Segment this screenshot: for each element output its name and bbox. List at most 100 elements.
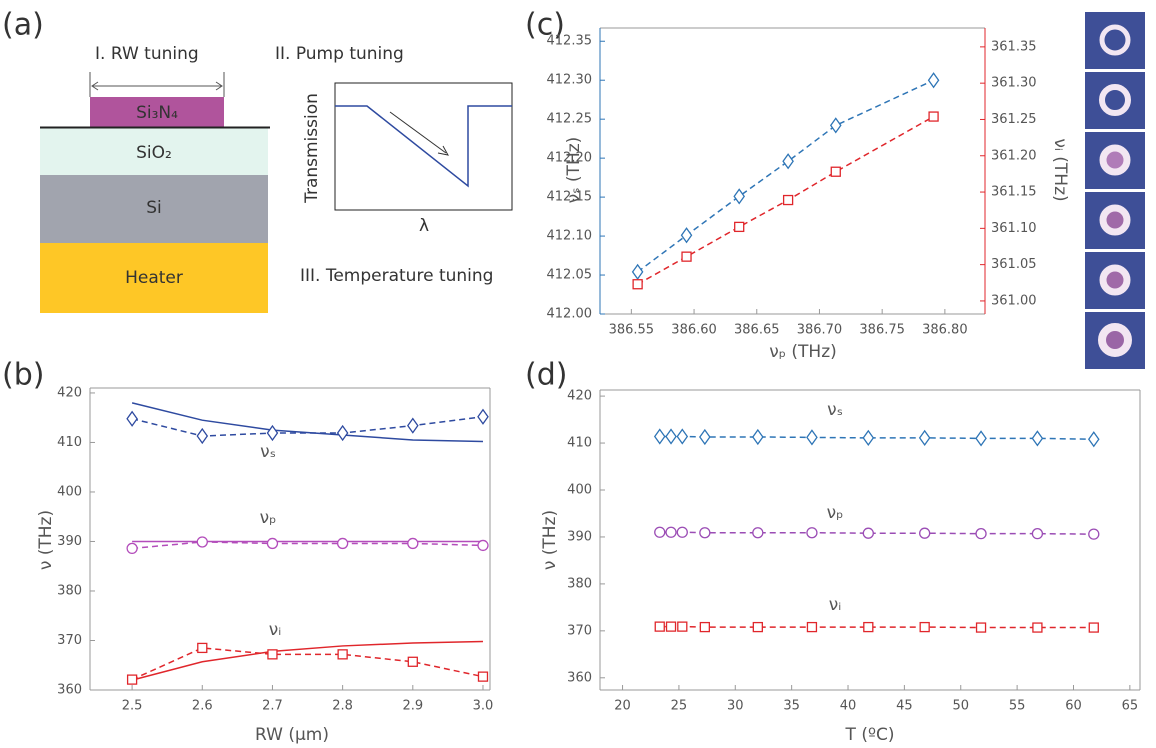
micrograph bbox=[1085, 12, 1145, 69]
layer bbox=[40, 175, 268, 243]
series-line bbox=[659, 435, 1094, 441]
x-tick-label: 2.8 bbox=[332, 699, 353, 714]
micrographs bbox=[1085, 12, 1145, 369]
y2-tick-label: 361.05 bbox=[991, 257, 1037, 272]
y-tick-label: 380 bbox=[567, 576, 592, 591]
marker bbox=[782, 194, 794, 206]
panel-label: (c) bbox=[525, 8, 565, 43]
marker bbox=[806, 429, 818, 446]
marker bbox=[680, 227, 693, 244]
layer-label: Heater bbox=[125, 268, 183, 288]
marker bbox=[336, 537, 349, 550]
marker bbox=[1031, 528, 1044, 540]
annotation: νₚ bbox=[260, 508, 277, 528]
arrow-head bbox=[437, 145, 449, 156]
marker bbox=[928, 111, 939, 122]
marker bbox=[336, 424, 349, 442]
annotation: νₛ bbox=[827, 400, 843, 420]
series-line bbox=[131, 647, 484, 681]
micrograph bbox=[1085, 72, 1145, 129]
y2-tick-label: 361.20 bbox=[991, 148, 1037, 163]
panel-label: (a) bbox=[2, 8, 44, 43]
y-tick-label: 390 bbox=[57, 534, 82, 549]
ring bbox=[1099, 264, 1131, 296]
x-tick-label: 386.55 bbox=[609, 323, 655, 338]
panel-label: (d) bbox=[525, 358, 567, 393]
panel-label: (b) bbox=[2, 358, 44, 393]
marker bbox=[654, 526, 666, 538]
x-tick-label: 20 bbox=[614, 699, 631, 714]
marker bbox=[266, 537, 279, 550]
marker bbox=[654, 621, 665, 632]
x-tick-label: 60 bbox=[1065, 699, 1082, 714]
y-tick-label: 412.25 bbox=[547, 112, 593, 127]
marker bbox=[806, 621, 818, 633]
x-tick-label: 2.6 bbox=[192, 699, 213, 714]
marker bbox=[266, 424, 279, 442]
annotation: νᵢ bbox=[829, 595, 842, 615]
marker bbox=[665, 621, 677, 632]
x-tick-label: 50 bbox=[952, 699, 969, 714]
x-tick-label: 2.7 bbox=[262, 699, 283, 714]
arrow bbox=[389, 111, 447, 154]
marker bbox=[752, 527, 764, 539]
marker bbox=[676, 428, 689, 445]
y-tick-label: 370 bbox=[57, 633, 82, 648]
x-axis-label: RW (µm) bbox=[255, 725, 329, 745]
series-line bbox=[637, 79, 934, 273]
layer-label: SiO₂ bbox=[136, 143, 172, 163]
marker bbox=[126, 674, 138, 685]
x-axis-label: T (ºC) bbox=[845, 725, 895, 745]
marker bbox=[733, 188, 746, 205]
y2-tick-label: 361.25 bbox=[991, 112, 1037, 127]
marker bbox=[699, 527, 711, 539]
x-tick-label: 30 bbox=[727, 699, 744, 714]
step-label: II. Pump tuning bbox=[275, 44, 404, 64]
marker bbox=[1088, 622, 1099, 633]
marker bbox=[919, 527, 931, 539]
marker bbox=[632, 279, 643, 290]
marker bbox=[477, 539, 489, 552]
transmission-curve bbox=[335, 105, 512, 188]
x-tick-label: 55 bbox=[1009, 699, 1026, 714]
layer bbox=[90, 97, 224, 127]
marker bbox=[918, 429, 931, 447]
x-tick-label: 45 bbox=[896, 699, 913, 714]
y-tick-label: 360 bbox=[567, 670, 592, 685]
y-tick-label: 410 bbox=[567, 436, 592, 451]
x-tick-label: 3.0 bbox=[473, 699, 494, 714]
marker bbox=[407, 417, 419, 434]
marker bbox=[752, 621, 763, 633]
y-tick-label: 412.00 bbox=[547, 307, 593, 322]
panel-a: (a) I. RW tuning Si₃N₄ SiO₂ Si Heater II… bbox=[2, 8, 513, 313]
y2-tick-label: 361.30 bbox=[991, 76, 1037, 91]
marker bbox=[126, 542, 138, 555]
x-tick-label: 386.65 bbox=[734, 323, 780, 338]
marker bbox=[1031, 430, 1044, 447]
marker bbox=[665, 428, 677, 445]
marker bbox=[752, 428, 764, 446]
marker bbox=[699, 621, 710, 633]
step-label: I. RW tuning bbox=[95, 44, 199, 64]
annotation: νₛ bbox=[260, 442, 276, 462]
y2-tick-label: 361.35 bbox=[991, 39, 1037, 54]
y-tick-label: 412.30 bbox=[547, 73, 593, 88]
ring bbox=[1099, 144, 1131, 176]
marker bbox=[927, 72, 940, 89]
marker bbox=[734, 221, 745, 233]
annotation: νₚ bbox=[827, 503, 844, 523]
inset-x-label: λ bbox=[419, 216, 429, 236]
marker bbox=[681, 251, 692, 262]
marker bbox=[676, 526, 688, 538]
marker bbox=[1032, 622, 1043, 633]
marker bbox=[830, 166, 841, 177]
layer-label: Si₃N₄ bbox=[136, 103, 178, 123]
marker bbox=[196, 536, 208, 548]
x-tick-label: 65 bbox=[1122, 699, 1139, 714]
arrow-heads bbox=[91, 81, 223, 91]
marker bbox=[1087, 431, 1100, 448]
y-tick-label: 412.20 bbox=[547, 151, 593, 166]
y-axis-label: ν (THz) bbox=[540, 510, 560, 570]
y-tick-label: 412.05 bbox=[547, 268, 593, 283]
y2-tick-label: 361.15 bbox=[991, 185, 1037, 200]
